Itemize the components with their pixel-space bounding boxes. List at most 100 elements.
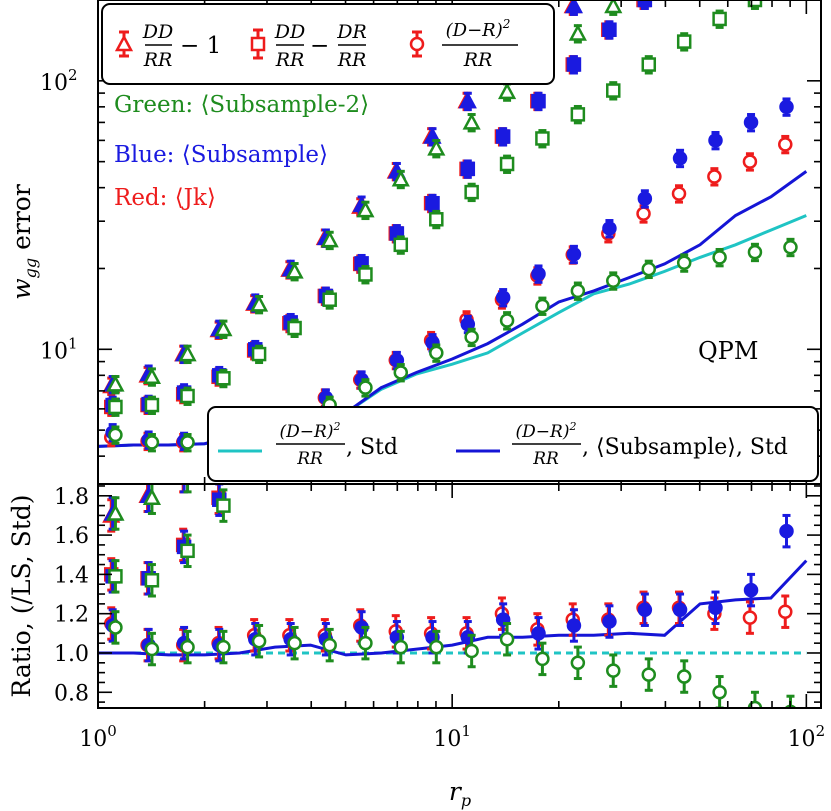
group-label-blue: Blue: ⟨Subsample⟩ xyxy=(114,142,328,168)
square-marker xyxy=(108,399,123,415)
data-point xyxy=(358,625,373,661)
data-point xyxy=(106,496,125,531)
square-marker xyxy=(425,195,440,211)
circle-marker xyxy=(742,610,758,625)
top-panel: 101 102 wgg error QPM Green: ⟨Subsample-2… xyxy=(7,0,822,485)
data-point xyxy=(499,154,515,174)
ylabel-sub: gg xyxy=(21,258,40,278)
legend-std-num: (D−R)2 xyxy=(280,420,341,442)
square-marker xyxy=(499,156,515,172)
triangle-marker xyxy=(106,374,125,392)
circle-marker xyxy=(180,639,195,655)
data-point xyxy=(570,281,586,301)
triangle-marker xyxy=(497,82,517,100)
square-marker xyxy=(251,346,267,362)
circle-marker xyxy=(535,651,550,667)
data-point xyxy=(391,169,410,190)
data-point xyxy=(499,311,515,331)
circle-marker xyxy=(251,633,267,649)
circle-marker xyxy=(712,250,727,265)
data-point xyxy=(393,363,409,383)
circle-marker xyxy=(216,639,231,655)
circle-marker xyxy=(671,186,687,201)
data-point xyxy=(602,219,617,239)
data-point xyxy=(676,253,692,273)
circle-marker xyxy=(778,604,793,619)
square-marker xyxy=(566,57,582,72)
circle-marker xyxy=(606,663,621,678)
data-point xyxy=(108,559,123,594)
data-point xyxy=(535,296,550,316)
square-marker xyxy=(637,0,653,8)
data-point xyxy=(251,623,267,659)
legend-sub-num: (D−R)2 xyxy=(516,420,577,442)
data-point xyxy=(708,590,723,626)
circle-marker xyxy=(742,154,758,169)
data-point xyxy=(531,616,546,651)
data-point xyxy=(742,152,758,172)
bottom-ylabel: Ratio, (/LS, Std) xyxy=(7,494,36,697)
data-point xyxy=(427,138,446,159)
data-point xyxy=(393,235,409,255)
triangle-marker xyxy=(462,112,481,130)
square-marker xyxy=(606,83,621,98)
group-label-red: Red: ⟨Jk⟩ xyxy=(114,185,216,211)
circle-marker xyxy=(708,133,723,148)
legend-sq-sep: − xyxy=(310,33,329,59)
data-point xyxy=(779,97,794,117)
data-point xyxy=(464,327,479,348)
square-marker xyxy=(460,161,476,177)
data-point xyxy=(564,0,584,16)
legend-tri-den: RR xyxy=(143,49,173,71)
legend-tri-suffix: − 1 xyxy=(180,33,221,59)
triangle-marker xyxy=(178,344,197,362)
data-point xyxy=(712,247,727,268)
bottom-ytick-label-3: 1.4 xyxy=(54,563,89,588)
square-marker xyxy=(180,388,195,404)
data-point xyxy=(783,237,798,258)
circle-marker xyxy=(108,427,123,443)
bottom-ytick-label-0: 0.8 xyxy=(54,681,89,706)
circle-marker xyxy=(108,620,123,635)
data-point xyxy=(183,484,192,494)
triangle-marker xyxy=(285,261,304,279)
circle-marker xyxy=(743,115,759,130)
data-point xyxy=(531,264,546,284)
triangle-marker xyxy=(106,503,125,521)
triangle-marker xyxy=(320,230,339,248)
data-point xyxy=(429,629,444,665)
panel-points xyxy=(102,0,798,454)
square-marker xyxy=(531,93,546,109)
data-point xyxy=(743,572,759,608)
data-point xyxy=(495,127,511,147)
data-point xyxy=(676,32,692,52)
legend-triangle-marker xyxy=(114,30,134,58)
circle-marker xyxy=(641,261,657,277)
circle-marker xyxy=(499,631,515,647)
data-point xyxy=(144,563,160,598)
data-point xyxy=(672,592,688,627)
legend-std-label: , Std xyxy=(346,435,398,460)
circle-marker xyxy=(708,600,723,616)
legend-sq-den2: RR xyxy=(337,49,367,71)
legend-std-den: RR xyxy=(296,449,323,469)
ylabel-main: w xyxy=(7,278,36,299)
circle-marker xyxy=(779,523,794,539)
bottom-plot-content xyxy=(98,484,808,708)
circle-marker xyxy=(602,221,617,236)
circle-marker xyxy=(429,345,444,361)
bottom-axes: 0.8 1.0 1.2 1.4 1.6 1.8 100 101 102 xyxy=(54,484,825,752)
bottom-ytick-label-1: 1.0 xyxy=(54,642,89,667)
data-point xyxy=(108,397,123,417)
data-point xyxy=(144,433,160,453)
square-marker xyxy=(712,11,727,27)
panel-lines xyxy=(98,559,808,657)
legend-tri-num: DD xyxy=(142,21,173,43)
data-point xyxy=(460,159,476,179)
data-point xyxy=(535,129,550,149)
data-point xyxy=(108,610,123,645)
model-line-1 xyxy=(98,559,808,657)
circle-marker xyxy=(495,290,511,305)
bottom-ytick-label-2: 1.2 xyxy=(54,603,89,628)
